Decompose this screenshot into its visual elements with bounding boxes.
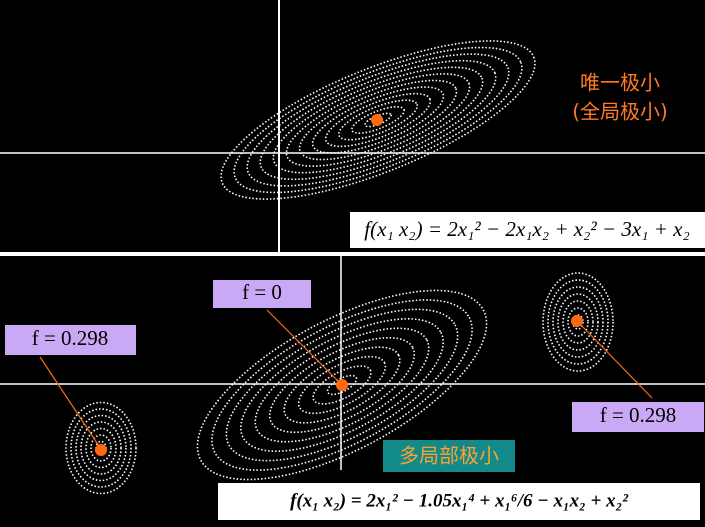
contour — [259, 59, 497, 181]
contour — [220, 40, 536, 200]
formula: f(x₁ x₂) = 2x₁² − 2x₁x₂ + x₂² − 3x₁ + x₂ — [364, 217, 690, 241]
top-panel — [0, 0, 705, 252]
contour — [225, 308, 459, 462]
contour — [70, 408, 132, 488]
label-box — [572, 402, 704, 432]
formula-box — [350, 212, 705, 248]
contour — [272, 66, 484, 174]
pointer-line — [579, 323, 653, 399]
label: f = 0.298 — [600, 403, 677, 427]
contour — [254, 327, 430, 443]
contour — [311, 86, 445, 154]
contour — [211, 299, 473, 471]
contour — [312, 365, 372, 405]
contour — [85, 427, 117, 469]
contour — [268, 336, 416, 434]
contour — [80, 421, 122, 475]
contour — [196, 289, 488, 481]
contour — [65, 401, 137, 495]
contour — [562, 300, 594, 344]
caption: 多局部极小 — [399, 444, 499, 468]
contour — [552, 286, 604, 358]
minimum-dot — [95, 444, 107, 456]
label: f = 0.298 — [32, 326, 109, 350]
contour — [351, 106, 405, 134]
pointer-line — [39, 356, 100, 447]
contour — [75, 414, 127, 482]
label: f = 0 — [242, 280, 282, 304]
formula: f(x₁ x₂) = 2x₁² − 1.05x₁⁴ + x₁⁶/6 − x₁x₂… — [290, 490, 629, 511]
contour — [285, 73, 471, 167]
contour — [297, 355, 387, 415]
pointer-line — [266, 309, 339, 382]
contour — [298, 79, 458, 161]
label-box — [5, 325, 136, 355]
contour — [557, 293, 599, 351]
label: (全局极小) — [572, 100, 668, 124]
contour — [90, 434, 112, 462]
contour — [240, 318, 444, 452]
contour — [567, 307, 589, 337]
contour — [326, 374, 358, 396]
contour — [233, 46, 523, 194]
minimum-dot — [336, 379, 348, 391]
label: 唯一极小 — [580, 71, 660, 95]
minimum-dot — [371, 114, 383, 126]
caption-box — [383, 440, 515, 472]
label-box — [213, 280, 311, 308]
contour — [324, 92, 432, 148]
bottom-panel — [0, 256, 705, 527]
contour — [542, 272, 614, 372]
formula-box — [218, 483, 700, 520]
contour — [547, 279, 609, 365]
contour — [283, 346, 401, 424]
